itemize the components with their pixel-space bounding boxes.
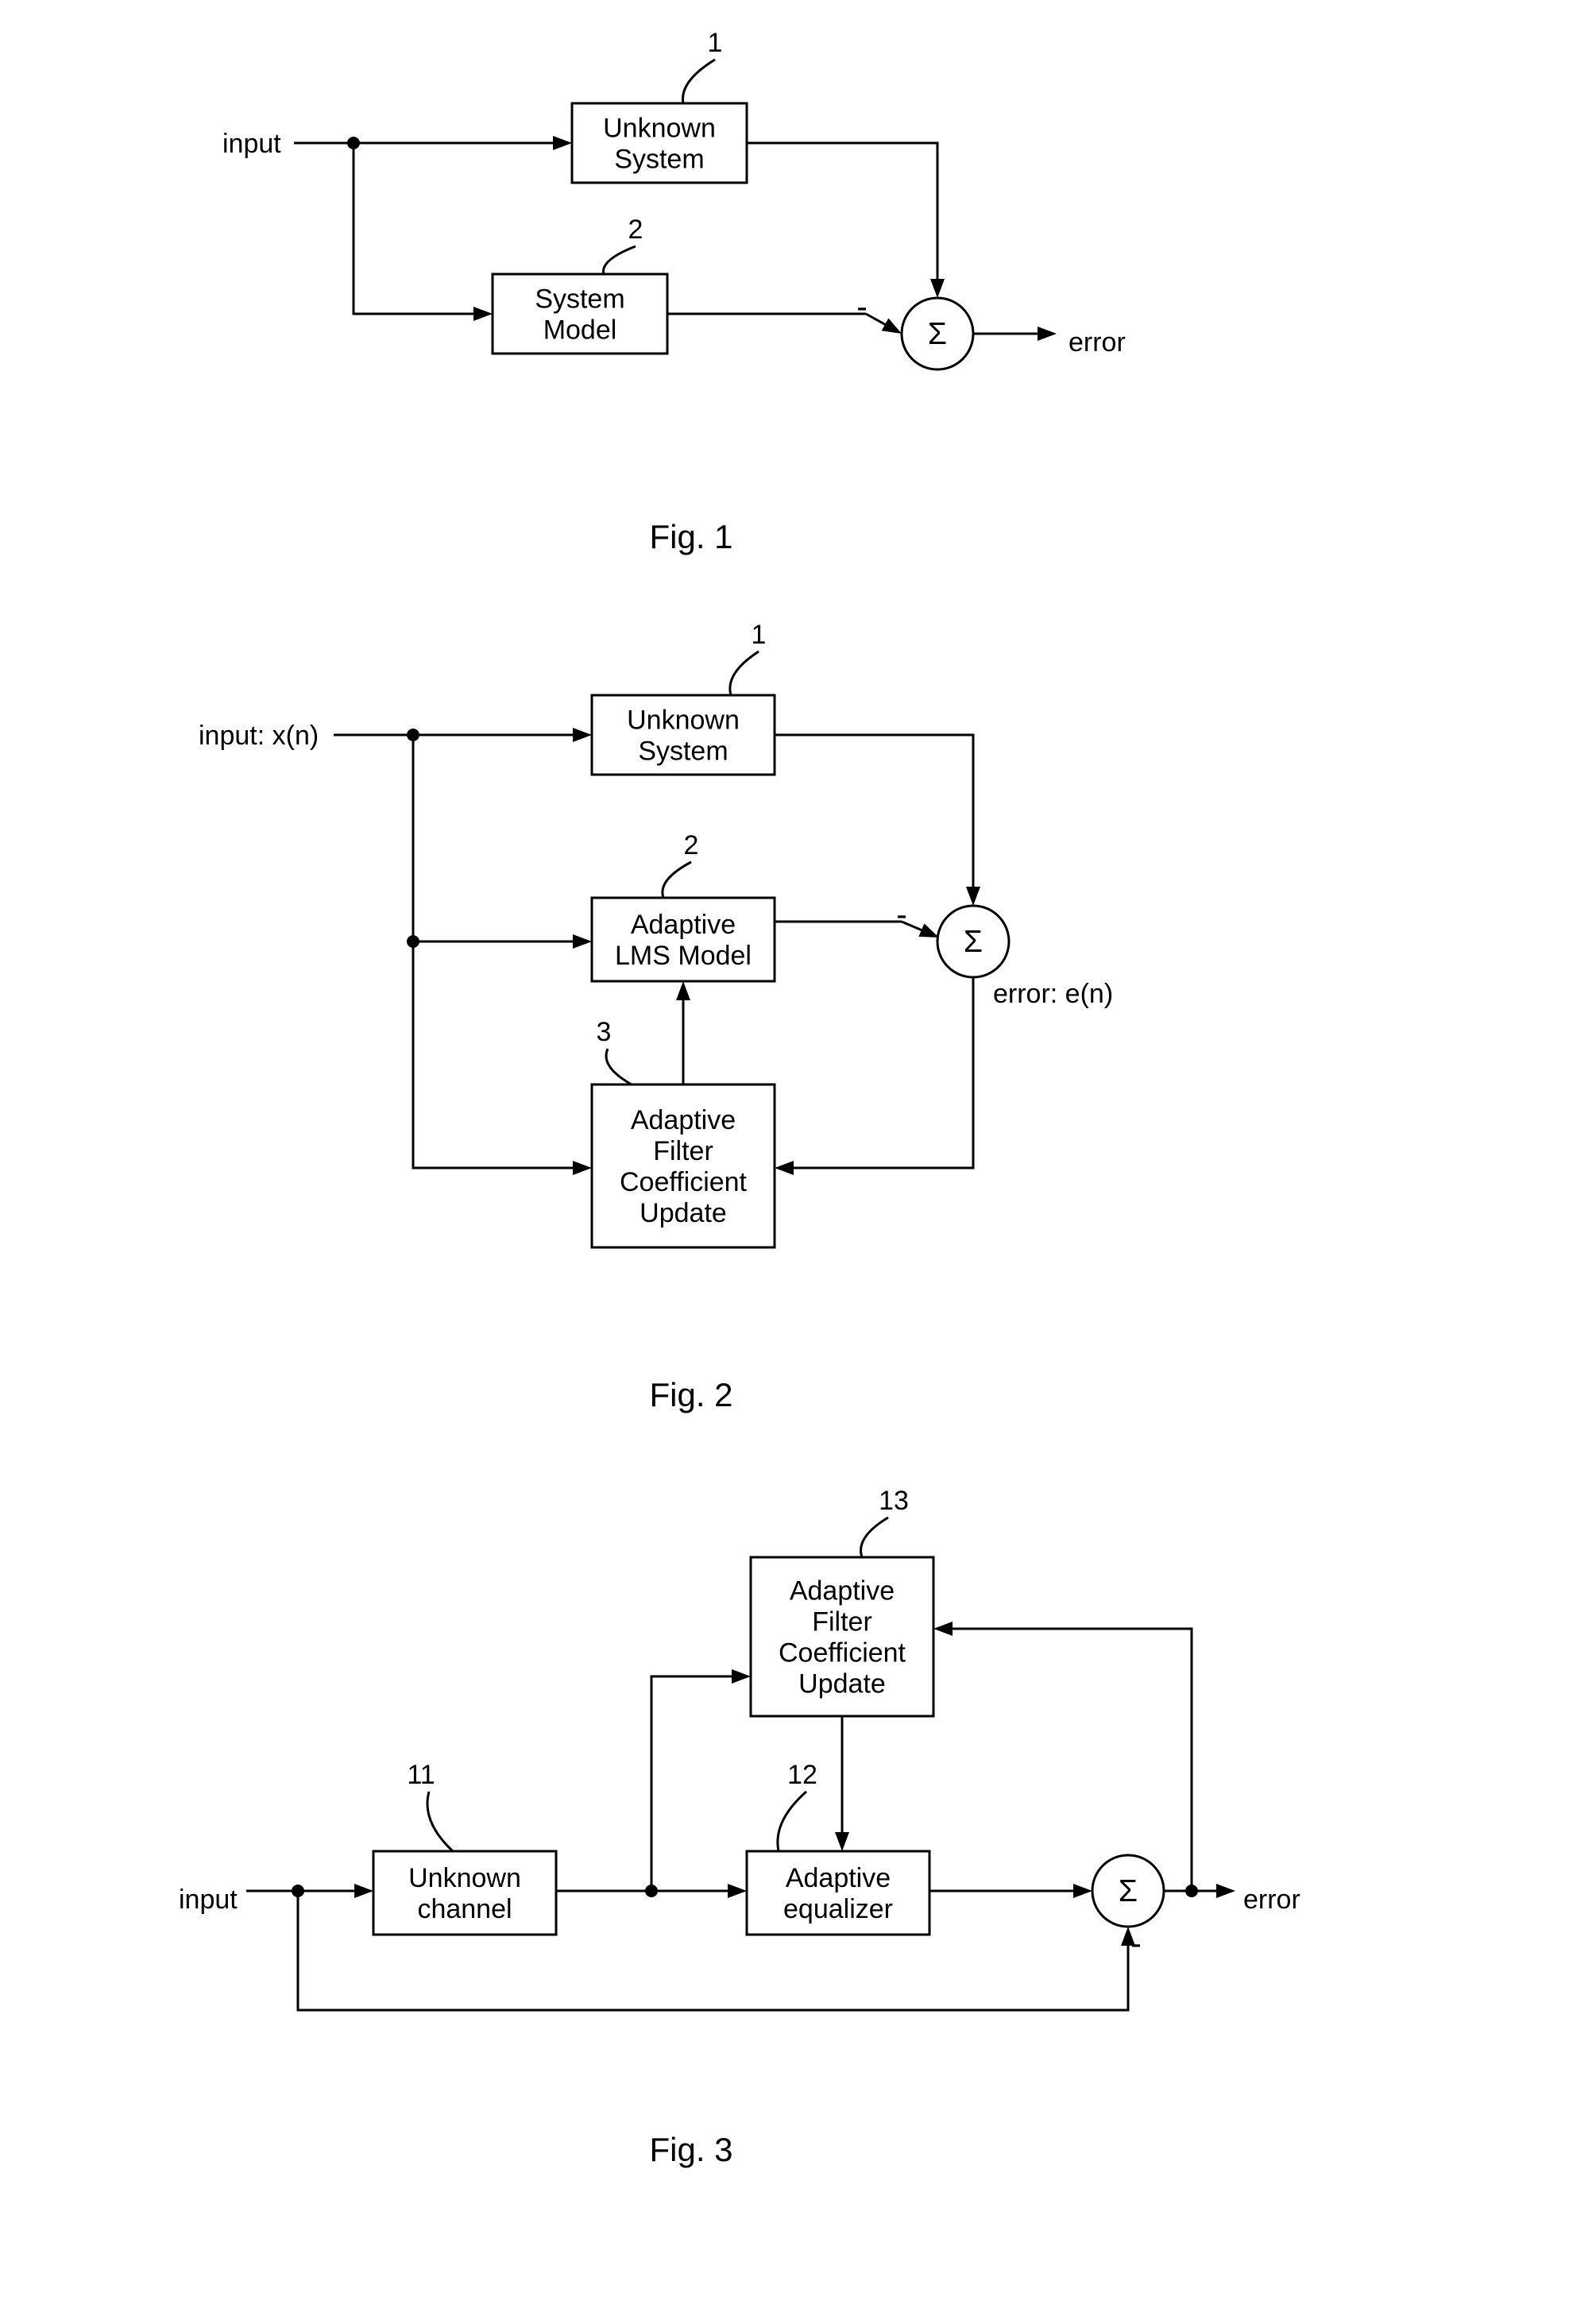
fig1-node-model-num: 2 — [628, 215, 643, 245]
fig2-minus-label: - — [896, 896, 907, 933]
fig1-input-label: input — [222, 129, 281, 159]
fig3-node-update-num: 13 — [879, 1486, 909, 1516]
fig1-node-unknown-num: 1 — [708, 28, 723, 58]
fig3-caption: Fig. 3 — [649, 2131, 732, 2168]
fig1-error-label: error — [1069, 327, 1126, 358]
fig3-summator-sigma: Σ — [1119, 1874, 1138, 1908]
fig3-node-channel-num: 11 — [407, 1760, 435, 1790]
fig2-error-label: error: e(n) — [993, 979, 1113, 1009]
fig3-input-label: input — [179, 1885, 238, 1915]
fig2-node-update-num: 3 — [597, 1017, 612, 1047]
fig1-node-model-label: SystemModel — [535, 284, 624, 345]
fig2-node-lms-label: AdaptiveLMS Model — [615, 910, 752, 971]
fig1-minus-label: - — [856, 288, 868, 325]
fig1-node-unknown-label: UnknownSystem — [603, 113, 716, 174]
fig3-node-channel-label: Unknownchannel — [408, 1863, 521, 1924]
fig2-node-unknown-num: 1 — [752, 620, 767, 650]
fig2-node-unknown-label: UnknownSystem — [627, 705, 740, 766]
fig2-input-label: input: x(n) — [199, 721, 319, 751]
fig2-caption: Fig. 2 — [649, 1376, 732, 1413]
fig2-summator-sigma: Σ — [964, 925, 983, 959]
fig3-minus-label: - — [1130, 1925, 1142, 1962]
fig3-node-equalizer-num: 12 — [787, 1760, 817, 1790]
fig2-node-lms-num: 2 — [684, 830, 699, 860]
fig3-node-equalizer-label: Adaptiveequalizer — [783, 1863, 893, 1924]
fig1-caption: Fig. 1 — [649, 518, 732, 555]
fig3-error-label: error — [1243, 1885, 1300, 1915]
fig1-summator-sigma: Σ — [928, 317, 947, 351]
